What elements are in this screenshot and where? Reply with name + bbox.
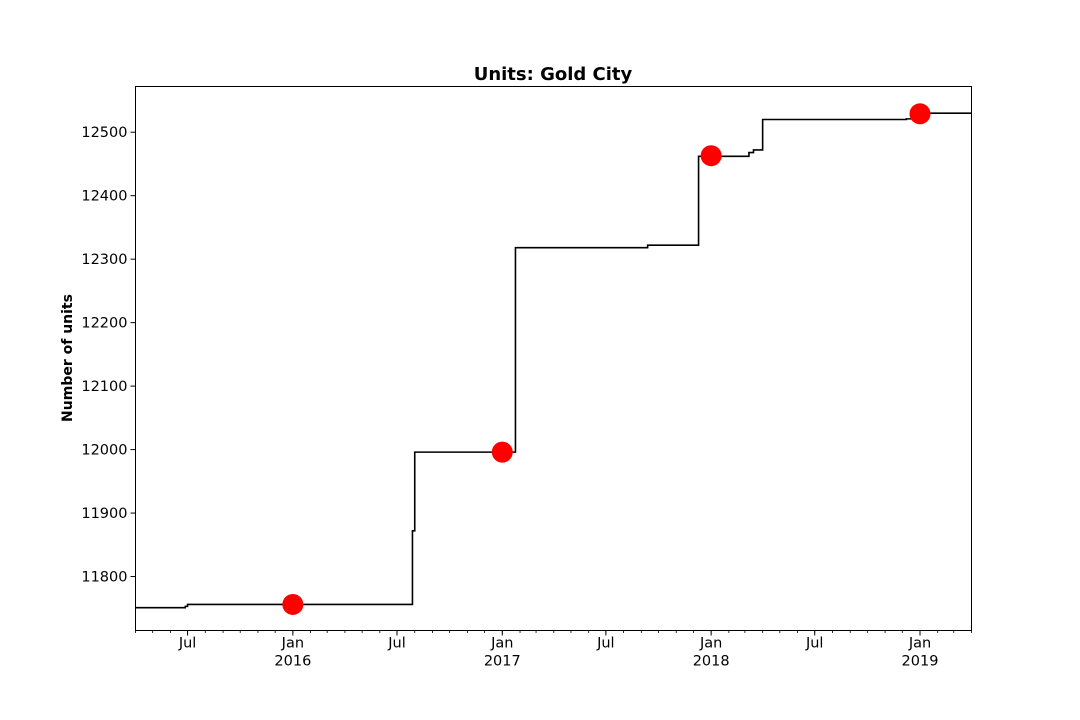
- y-axis-label: Number of units: [60, 294, 76, 422]
- x-tick-label: Jan: [908, 636, 931, 652]
- y-tick-label: 11900: [81, 506, 127, 522]
- y-tick-label: 12100: [81, 379, 127, 395]
- x-tick-label: Jul: [596, 636, 615, 652]
- x-tick-label: Jan: [699, 636, 722, 652]
- plot-frame: [135, 86, 972, 631]
- y-tick-label: 12000: [81, 443, 127, 459]
- x-tick-year-label: 2016: [274, 654, 311, 670]
- step-line-series: [135, 112, 972, 609]
- y-tick-label: 11800: [81, 570, 127, 586]
- data-point-marker: [282, 593, 304, 615]
- x-tick-label: Jul: [178, 636, 197, 652]
- data-point-marker: [700, 145, 722, 167]
- x-tick-year-label: 2019: [902, 654, 939, 670]
- x-tick-year-label: 2018: [693, 654, 730, 670]
- y-tick-label: 12400: [81, 189, 127, 205]
- y-tick-label: 12500: [81, 125, 127, 141]
- data-point-marker: [491, 441, 513, 463]
- plot-area: [135, 103, 972, 615]
- x-tick-label: Jan: [490, 636, 513, 652]
- x-tick-label: Jul: [387, 636, 406, 652]
- y-tick-label: 12300: [81, 252, 127, 268]
- data-point-marker: [909, 103, 931, 125]
- y-tick-label: 12200: [81, 316, 127, 332]
- x-tick-label: Jan: [281, 636, 304, 652]
- chart-title: Units: Gold City: [474, 64, 633, 85]
- x-tick-label: Jul: [805, 636, 824, 652]
- x-tick-year-label: 2017: [484, 654, 521, 670]
